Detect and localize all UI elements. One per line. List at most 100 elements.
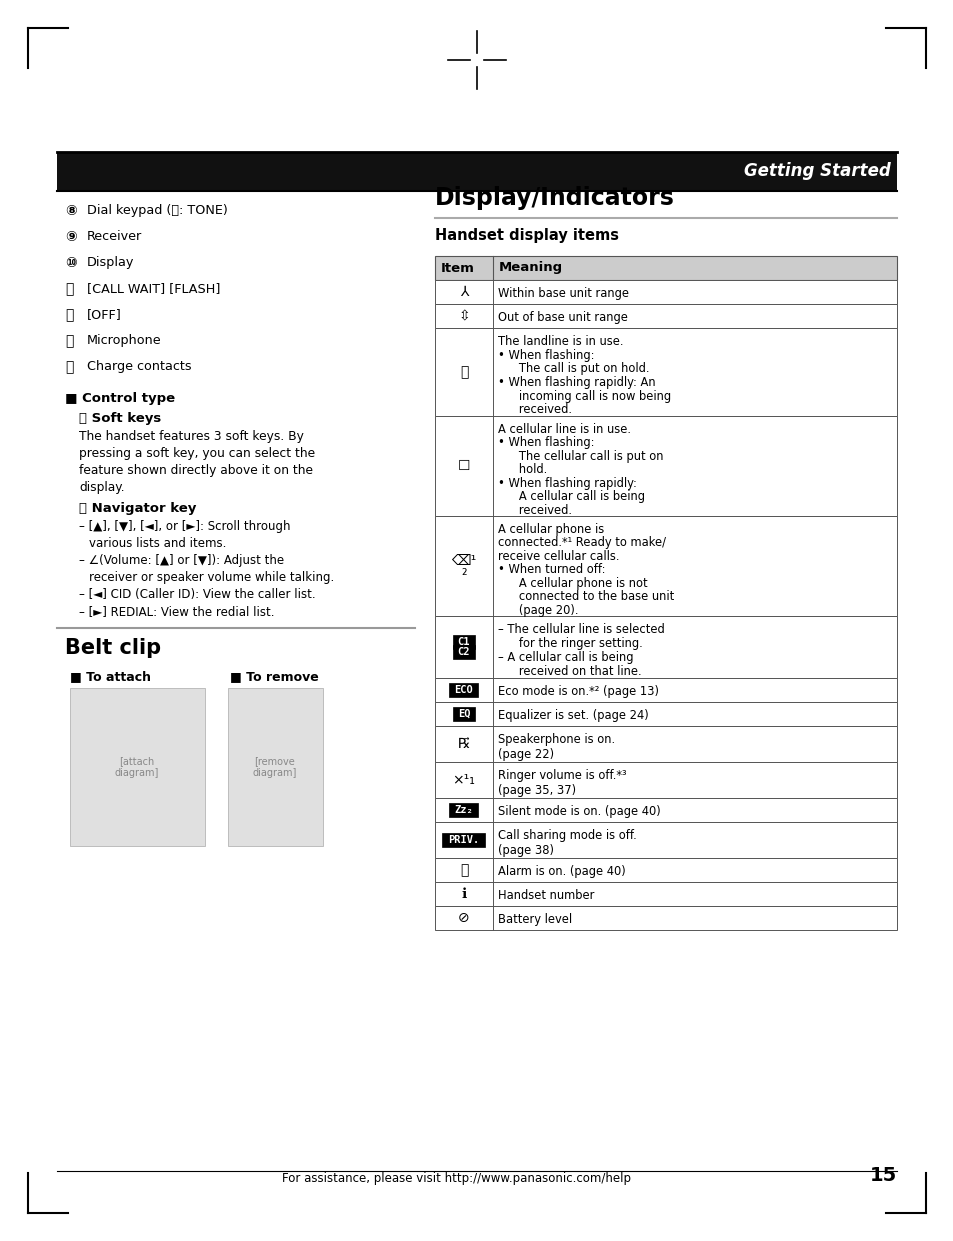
Text: Ringer volume is off.*³: Ringer volume is off.*³ — [497, 769, 626, 782]
Text: Eco mode is on.*² (page 13): Eco mode is on.*² (page 13) — [497, 685, 659, 697]
Text: EQ: EQ — [457, 709, 470, 719]
Text: ⏰: ⏰ — [459, 862, 468, 877]
Text: 15: 15 — [869, 1167, 896, 1185]
Bar — [453, 645, 475, 659]
Text: hold.: hold. — [507, 463, 547, 477]
Text: ⑧: ⑧ — [65, 204, 76, 218]
Text: ■ Control type: ■ Control type — [65, 392, 175, 405]
Text: Ⓐ Soft keys: Ⓐ Soft keys — [79, 412, 161, 424]
Text: – [◄] CID (Caller ID): View the caller list.: – [◄] CID (Caller ID): View the caller l… — [79, 588, 315, 601]
Bar — [435, 882, 896, 906]
Text: [CALL WAIT] [FLASH]: [CALL WAIT] [FLASH] — [87, 282, 220, 295]
Text: Receiver: Receiver — [87, 230, 142, 243]
Text: Display/Indicators: Display/Indicators — [435, 186, 674, 210]
Text: PRIV.: PRIV. — [448, 835, 479, 845]
Text: ⊘: ⊘ — [457, 911, 469, 925]
Text: ₂: ₂ — [460, 563, 466, 578]
Text: For assistance, please visit http://www.panasonic.com/help: For assistance, please visit http://www.… — [282, 1172, 631, 1185]
Text: – A cellular call is being: – A cellular call is being — [497, 652, 633, 664]
Text: incoming call is now being: incoming call is now being — [507, 390, 670, 402]
Text: (page 35, 37): (page 35, 37) — [497, 784, 576, 797]
Text: ℹ: ℹ — [461, 887, 466, 901]
Bar — [435, 822, 896, 858]
Bar — [435, 304, 896, 328]
Text: (page 22): (page 22) — [497, 748, 554, 761]
Text: ⑩: ⑩ — [65, 256, 76, 271]
Text: ⑨: ⑨ — [65, 230, 76, 244]
Text: (page 20).: (page 20). — [507, 603, 578, 617]
Text: [attach
diagram]: [attach diagram] — [114, 756, 159, 778]
Text: ⑬: ⑬ — [65, 334, 73, 347]
Bar — [435, 726, 896, 762]
Text: ⌫¹: ⌫¹ — [451, 553, 476, 568]
Text: ⑭: ⑭ — [65, 360, 73, 374]
Text: The landline is in use.: The landline is in use. — [497, 335, 623, 347]
Text: received on that line.: received on that line. — [507, 665, 641, 678]
Bar — [435, 516, 896, 616]
Text: Charge contacts: Charge contacts — [87, 360, 192, 374]
Text: ECO: ECO — [455, 685, 473, 695]
Text: Equalizer is set. (page 24): Equalizer is set. (page 24) — [497, 709, 648, 722]
Bar — [57, 151, 896, 190]
Text: for the ringer setting.: for the ringer setting. — [507, 637, 642, 650]
Text: received.: received. — [507, 403, 572, 416]
Text: ■ To attach: ■ To attach — [70, 670, 151, 683]
Text: connected.*¹ Ready to make/: connected.*¹ Ready to make/ — [497, 536, 665, 550]
Bar — [435, 798, 896, 822]
Bar — [449, 683, 478, 697]
Text: received.: received. — [507, 504, 572, 516]
Text: ⤶: ⤶ — [459, 365, 468, 379]
Text: various lists and items.: various lists and items. — [89, 537, 226, 550]
Bar — [435, 702, 896, 726]
Bar — [453, 635, 475, 649]
Bar — [442, 833, 485, 848]
Text: Meaning: Meaning — [498, 262, 562, 274]
Text: ⅄: ⅄ — [459, 285, 468, 299]
Text: Item: Item — [440, 262, 475, 274]
Text: Within base unit range: Within base unit range — [497, 287, 628, 300]
Text: – [►] REDIAL: View the redial list.: – [►] REDIAL: View the redial list. — [79, 606, 274, 618]
Text: display.: display. — [79, 482, 125, 494]
Text: • When flashing:: • When flashing: — [497, 349, 594, 361]
Bar — [435, 762, 896, 798]
Text: Belt clip: Belt clip — [65, 638, 161, 658]
Text: C2: C2 — [457, 647, 470, 656]
Text: Battery level: Battery level — [497, 913, 572, 926]
Text: pressing a soft key, you can select the: pressing a soft key, you can select the — [79, 447, 314, 460]
Text: receive cellular calls.: receive cellular calls. — [497, 550, 618, 563]
Text: The call is put on hold.: The call is put on hold. — [507, 362, 649, 375]
Text: Ⓑ Navigator key: Ⓑ Navigator key — [79, 503, 196, 515]
Text: Dial keypad (記: TONE): Dial keypad (記: TONE) — [87, 204, 228, 217]
Text: – The cellular line is selected: – The cellular line is selected — [497, 623, 664, 635]
Bar — [70, 688, 205, 846]
Text: ☐: ☐ — [457, 459, 470, 473]
Text: receiver or speaker volume while talking.: receiver or speaker volume while talking… — [89, 571, 334, 585]
Bar — [435, 328, 896, 416]
Text: ⑪: ⑪ — [65, 282, 73, 297]
Bar — [449, 803, 478, 817]
Text: The cellular call is put on: The cellular call is put on — [507, 449, 662, 463]
Text: • When flashing rapidly:: • When flashing rapidly: — [497, 477, 637, 490]
Text: (page 38): (page 38) — [497, 844, 554, 858]
Bar — [435, 858, 896, 882]
Text: ⇳: ⇳ — [457, 309, 469, 323]
Text: ■ To remove: ■ To remove — [230, 670, 318, 683]
Text: Handset display items: Handset display items — [435, 228, 618, 243]
Text: Speakerphone is on.: Speakerphone is on. — [497, 733, 615, 746]
Bar — [435, 256, 896, 280]
Bar — [435, 280, 896, 304]
Text: A cellular phone is not: A cellular phone is not — [507, 577, 647, 589]
Text: Microphone: Microphone — [87, 334, 161, 347]
Text: C1: C1 — [457, 637, 470, 647]
Text: Zz₂: Zz₂ — [455, 805, 473, 815]
Bar — [435, 678, 896, 702]
Text: – [▲], [▼], [◄], or [►]: Scroll through: – [▲], [▼], [◄], or [►]: Scroll through — [79, 520, 291, 532]
Text: ⨯¹₁: ⨯¹₁ — [452, 773, 475, 787]
Text: • When flashing:: • When flashing: — [497, 437, 594, 449]
Text: Out of base unit range: Out of base unit range — [497, 311, 627, 324]
Text: The handset features 3 soft keys. By: The handset features 3 soft keys. By — [79, 429, 304, 443]
Bar — [453, 707, 475, 721]
Text: [OFF]: [OFF] — [87, 308, 122, 321]
Text: A cellular call is being: A cellular call is being — [507, 490, 644, 503]
Text: ⑫: ⑫ — [65, 308, 73, 321]
